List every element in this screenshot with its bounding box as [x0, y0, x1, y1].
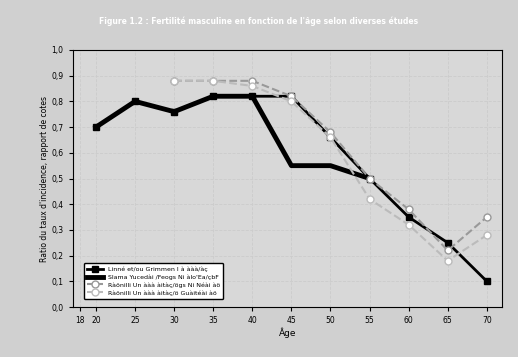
Ràönilli Un ààà àitàç/ö Guàitéài àö [366, 197, 372, 201]
Line: Linné et/ou Grimmen I à ààà/àç: Linné et/ou Grimmen I à ààà/àç [93, 93, 491, 285]
Linné et/ou Grimmen I à ààà/àç [289, 94, 295, 99]
Ràönilli Un ààà àitàç/ögs Ni Néài àö [366, 176, 372, 181]
Linné et/ou Grimmen I à ààà/àç [406, 215, 412, 219]
Ràönilli Un ààà àitàç/ö Guàitéài àö [171, 79, 177, 83]
Ràönilli Un ààà àitàç/ö Guàitéài àö [406, 223, 412, 227]
Slama Yucedài /Feogs Ni àlo'Ea/çbF [93, 125, 99, 129]
Linné et/ou Grimmen I à ààà/àç [132, 99, 138, 104]
Ràönilli Un ààà àitàç/ögs Ni Néài àö [210, 79, 217, 83]
Slama Yucedài /Feogs Ni àlo'Ea/çbF [366, 176, 372, 181]
Ràönilli Un ààà àitàç/ö Guàitéài àö [327, 135, 334, 140]
Ràönilli Un ààà àitàç/ögs Ni Néài àö [444, 248, 451, 253]
Ràönilli Un ààà àitàç/ögs Ni Néài àö [249, 79, 255, 83]
Line: Ràönilli Un ààà àitàç/ö Guàitéài àö: Ràönilli Un ààà àitàç/ö Guàitéài àö [170, 77, 491, 264]
Linné et/ou Grimmen I à ààà/àç [210, 94, 217, 99]
Slama Yucedài /Feogs Ni àlo'Ea/çbF [171, 110, 177, 114]
Linné et/ou Grimmen I à ààà/àç [171, 110, 177, 114]
Ràönilli Un ààà àitàç/ö Guàitéài àö [444, 258, 451, 263]
X-axis label: Âge: Âge [279, 328, 296, 338]
Ràönilli Un ààà àitàç/ögs Ni Néài àö [327, 130, 334, 134]
Ràönilli Un ààà àitàç/ö Guàitéài àö [289, 99, 295, 104]
Text: Figure 1.2 : Fertilité masculine en fonction de l'âge selon diverses études: Figure 1.2 : Fertilité masculine en fonc… [99, 17, 419, 26]
Y-axis label: Ratio du taux d'incidence, rapport de cotes: Ratio du taux d'incidence, rapport de co… [39, 96, 49, 261]
Slama Yucedài /Feogs Ni àlo'Ea/çbF [289, 164, 295, 168]
Ràönilli Un ààà àitàç/ögs Ni Néài àö [171, 79, 177, 83]
Linné et/ou Grimmen I à ààà/àç [327, 135, 334, 140]
Linné et/ou Grimmen I à ààà/àç [366, 176, 372, 181]
Ràönilli Un ààà àitàç/ögs Ni Néài àö [289, 94, 295, 99]
Ràönilli Un ààà àitàç/ö Guàitéài àö [249, 84, 255, 88]
Slama Yucedài /Feogs Ni àlo'Ea/çbF [210, 94, 217, 99]
Slama Yucedài /Feogs Ni àlo'Ea/çbF [132, 99, 138, 104]
Ràönilli Un ààà àitàç/ö Guàitéài àö [484, 233, 490, 237]
Linné et/ou Grimmen I à ààà/àç [444, 241, 451, 245]
Linné et/ou Grimmen I à ààà/àç [93, 125, 99, 129]
Linné et/ou Grimmen I à ààà/àç [484, 279, 490, 283]
Ràönilli Un ààà àitàç/ögs Ni Néài àö [484, 215, 490, 219]
Legend: Linné et/ou Grimmen I à ààà/àç, Slama Yucedài /Feogs Ni àlo'Ea/çbF, Ràönilli Un : Linné et/ou Grimmen I à ààà/àç, Slama Yu… [84, 263, 223, 299]
Slama Yucedài /Feogs Ni àlo'Ea/çbF [249, 94, 255, 99]
Ràönilli Un ààà àitàç/ögs Ni Néài àö [406, 207, 412, 211]
Ràönilli Un ààà àitàç/ö Guàitéài àö [210, 79, 217, 83]
Slama Yucedài /Feogs Ni àlo'Ea/çbF [327, 164, 334, 168]
Line: Ràönilli Un ààà àitàç/ögs Ni Néài àö: Ràönilli Un ààà àitàç/ögs Ni Néài àö [170, 77, 491, 254]
Line: Slama Yucedài /Feogs Ni àlo'Ea/çbF: Slama Yucedài /Feogs Ni àlo'Ea/çbF [96, 96, 369, 178]
Linné et/ou Grimmen I à ààà/àç [249, 94, 255, 99]
